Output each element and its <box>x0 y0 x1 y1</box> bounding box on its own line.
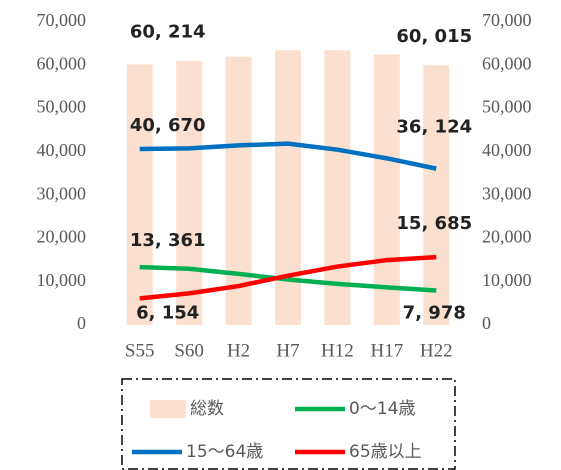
y2-tick-label: 50,000 <box>482 97 532 117</box>
legend-box <box>121 378 456 470</box>
legend-swatch <box>150 400 186 418</box>
data-label: 36, 124 <box>396 117 472 138</box>
bar <box>176 60 203 325</box>
data-label: 40, 670 <box>130 115 206 136</box>
x-tick-label: H12 <box>321 340 354 361</box>
legend-label: 15～64歳 <box>186 442 263 462</box>
legend-label: 0～14歳 <box>349 399 415 419</box>
y-tick-label: 50,000 <box>37 97 87 117</box>
data-label: 60, 015 <box>396 26 472 47</box>
y-tick-label: 70,000 <box>37 10 87 30</box>
bar <box>225 56 252 325</box>
x-tick-label: H22 <box>420 340 453 361</box>
x-tick-label: S55 <box>125 340 155 361</box>
y-tick-label: 0 <box>77 313 86 333</box>
y2-tick-label: 40,000 <box>482 140 532 160</box>
y2-tick-label: 60,000 <box>482 53 532 73</box>
y-tick-label: 20,000 <box>37 227 87 247</box>
x-tick-label: S60 <box>174 340 204 361</box>
y-tick-label: 40,000 <box>37 140 87 160</box>
legend-label: 65歳以上 <box>349 442 422 462</box>
y2-tick-label: 30,000 <box>482 183 532 203</box>
line <box>139 254 437 301</box>
bar <box>373 54 400 325</box>
x-tick-label: H2 <box>227 340 250 361</box>
y-tick-label: 10,000 <box>37 270 87 290</box>
data-label: 60, 214 <box>130 21 206 42</box>
data-label: 6, 154 <box>136 302 199 323</box>
line <box>139 264 437 293</box>
y2-tick-label: 10,000 <box>482 270 532 290</box>
y-tick-label: 60,000 <box>37 53 87 73</box>
y-tick-label: 30,000 <box>37 183 87 203</box>
bar <box>324 50 351 326</box>
legend-label: 総数 <box>190 399 224 419</box>
y2-tick-label: 70,000 <box>482 10 532 30</box>
y2-tick-label: 20,000 <box>482 227 532 247</box>
data-label: 13, 361 <box>130 230 206 251</box>
bar <box>126 64 153 325</box>
y2-tick-label: 0 <box>482 313 491 333</box>
x-tick-label: H17 <box>370 340 403 361</box>
x-tick-label: H7 <box>276 340 299 361</box>
bar <box>275 50 301 326</box>
data-label: 15, 685 <box>396 213 472 234</box>
data-label: 7, 978 <box>403 302 466 323</box>
line <box>139 141 437 171</box>
bar <box>423 65 450 325</box>
